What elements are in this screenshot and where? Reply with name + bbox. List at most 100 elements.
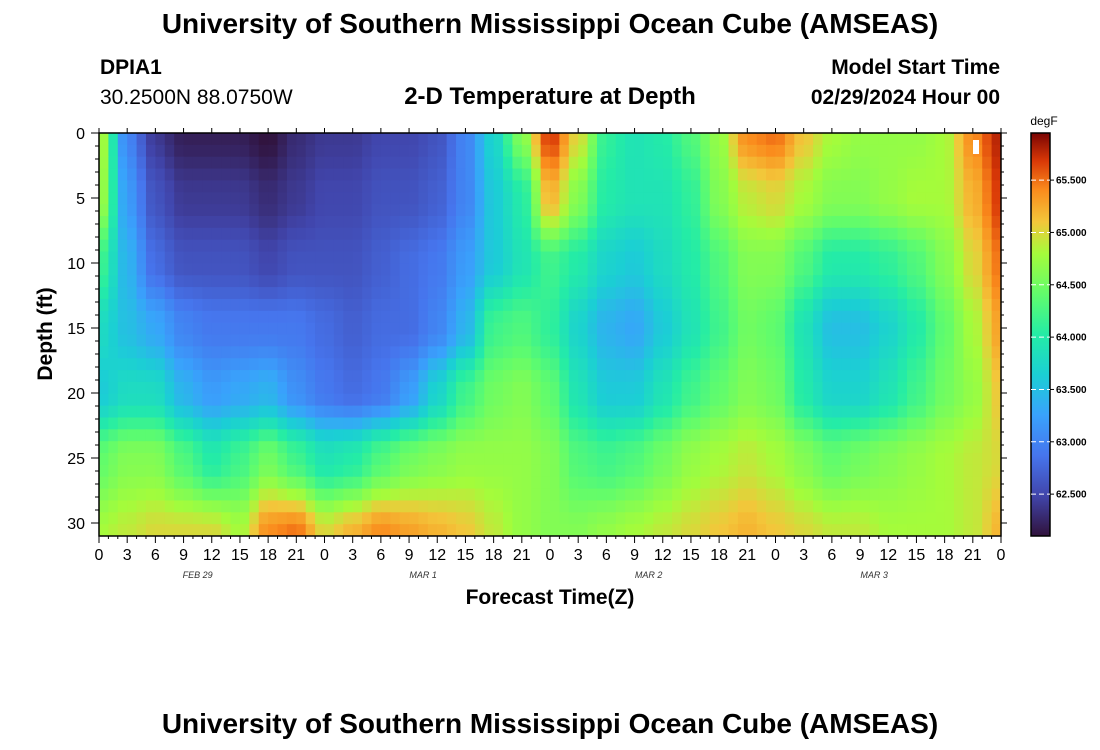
heatmap-cell [512, 168, 523, 182]
heatmap-cell [286, 405, 297, 419]
heatmap-cell [108, 310, 119, 324]
heatmap-cell [305, 417, 316, 430]
heatmap-cell [531, 512, 542, 525]
heatmap-cell [409, 133, 420, 146]
heatmap-cell [164, 227, 175, 241]
heatmap-cell [784, 227, 795, 241]
heatmap-cell [587, 393, 598, 407]
heatmap-cell [982, 298, 993, 312]
heatmap-cell [268, 464, 279, 478]
heatmap-cell [991, 192, 1001, 205]
heatmap-cell [803, 287, 814, 300]
heatmap-cell [239, 204, 250, 217]
heatmap-cell [409, 180, 420, 193]
heatmap-cell [427, 275, 438, 288]
heatmap-cell [653, 417, 664, 430]
heatmap-cell [700, 192, 711, 205]
heatmap-cell [427, 192, 438, 205]
heatmap-cell [258, 346, 269, 359]
heatmap-cell [982, 156, 993, 170]
heatmap-cell [174, 370, 185, 383]
heatmap-cell [596, 287, 607, 300]
page-title: University of Southern Mississippi Ocean… [161, 8, 939, 39]
heatmap-cell [897, 227, 908, 241]
heatmap-cell [794, 133, 805, 146]
heatmap-cell [512, 453, 523, 466]
heatmap-cell [99, 512, 109, 525]
heatmap-cell [136, 239, 147, 253]
heatmap-cell [719, 405, 730, 419]
heatmap-cell [437, 322, 448, 336]
heatmap-cell [484, 441, 495, 454]
heatmap-cell [972, 263, 983, 276]
heatmap-cell [371, 524, 382, 536]
heatmap-cell [662, 133, 673, 146]
heatmap-cell [700, 215, 711, 229]
heatmap-cell [625, 417, 636, 430]
heatmap-cell [249, 512, 260, 525]
heatmap-cell [493, 346, 504, 359]
heatmap-cell [643, 358, 654, 371]
heatmap-cell [578, 251, 589, 264]
heatmap-cell [99, 524, 109, 536]
heatmap-cell [446, 263, 457, 276]
heatmap-cell [531, 370, 542, 383]
heatmap-cell [371, 168, 382, 182]
heatmap-cell [108, 488, 119, 502]
heatmap-cell [991, 168, 1001, 182]
heatmap-cell [991, 263, 1001, 276]
heatmap-cell [343, 275, 354, 288]
heatmap-cell [888, 215, 899, 229]
heatmap-cell [390, 393, 401, 407]
heatmap-cell [324, 488, 335, 502]
heatmap-cell [324, 133, 335, 146]
heatmap-cell [343, 168, 354, 182]
heatmap-cell [954, 464, 965, 478]
heatmap-cell [559, 488, 570, 502]
heatmap-cell [136, 298, 147, 312]
heatmap-cell [775, 429, 786, 442]
heatmap-cell [277, 405, 288, 419]
heatmap-cell [145, 192, 156, 205]
heatmap-cell [399, 358, 410, 371]
heatmap-cell [155, 310, 166, 324]
heatmap-cell [596, 275, 607, 288]
heatmap-cell [822, 370, 833, 383]
heatmap-cell [794, 334, 805, 347]
heatmap-cell [192, 298, 203, 312]
heatmap-cell [333, 227, 344, 241]
heatmap-cell [503, 298, 514, 312]
heatmap-cell [390, 358, 401, 371]
heatmap-cell [427, 334, 438, 347]
heatmap-cell [963, 512, 974, 525]
heatmap-cell [446, 204, 457, 217]
heatmap-cell [239, 500, 250, 513]
heatmap-cell [136, 405, 147, 419]
heatmap-cell [568, 358, 579, 371]
heatmap-cell [268, 370, 279, 383]
heatmap-cell [484, 239, 495, 253]
heatmap-cell [409, 192, 420, 205]
heatmap-cell [935, 133, 946, 146]
heatmap-cell [221, 464, 232, 478]
heatmap-cell [897, 180, 908, 193]
heatmap-cell [286, 512, 297, 525]
heatmap-cell [437, 358, 448, 371]
heatmap-cell [99, 370, 109, 383]
heatmap-cell [343, 512, 354, 525]
heatmap-cell [409, 381, 420, 395]
heatmap-cell [568, 417, 579, 430]
heatmap-cell [643, 441, 654, 454]
heatmap-cell [634, 370, 645, 383]
heatmap-cell [662, 393, 673, 407]
heatmap-cell [362, 227, 373, 241]
heatmap-cell [211, 156, 222, 170]
heatmap-cell [897, 524, 908, 536]
heatmap-cell [456, 476, 467, 490]
heatmap-cell [136, 251, 147, 264]
heatmap-cell [653, 370, 664, 383]
heatmap-cell [972, 298, 983, 312]
heatmap-cell [465, 500, 476, 513]
heatmap-cell [794, 156, 805, 170]
heatmap-cell [578, 370, 589, 383]
